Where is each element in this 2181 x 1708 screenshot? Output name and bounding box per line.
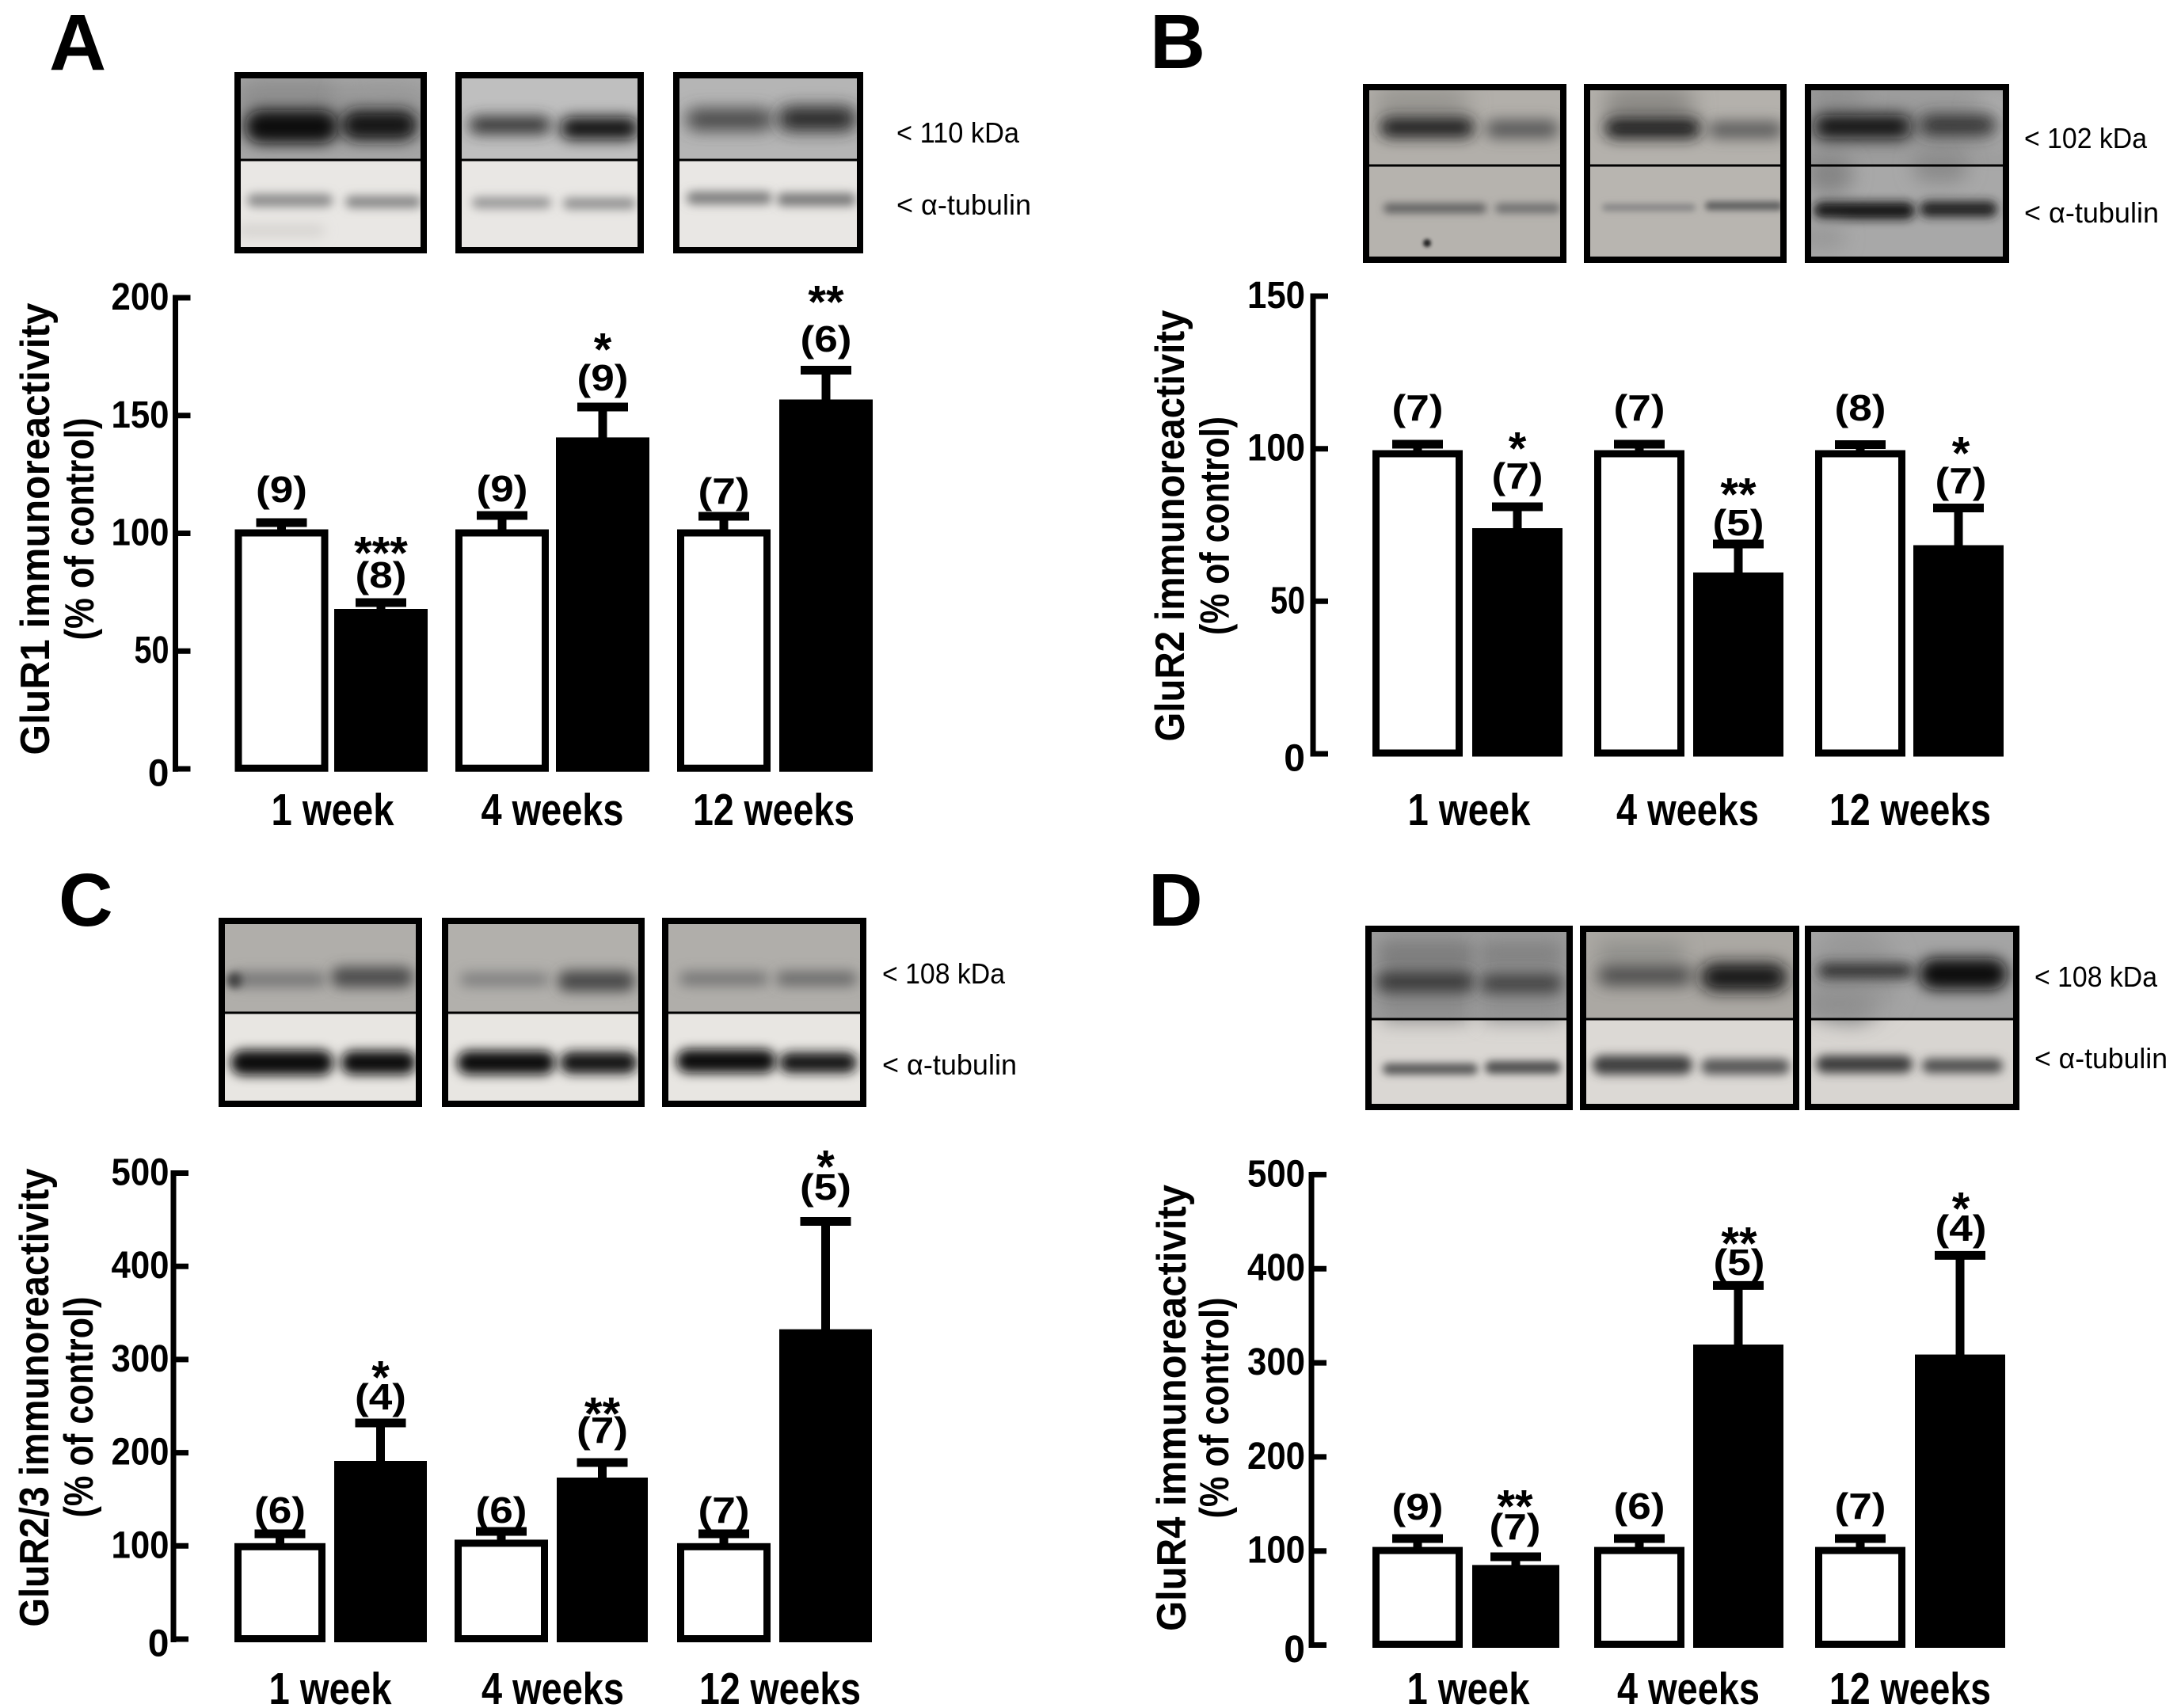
svg-text:(4): (4) — [355, 1376, 406, 1417]
svg-text:500: 500 — [112, 1152, 169, 1194]
svg-text:*: * — [371, 1352, 390, 1404]
svg-text:4 weeks: 4 weeks — [1617, 1664, 1760, 1708]
svg-text:200: 200 — [1247, 1436, 1305, 1478]
svg-text:1 week: 1 week — [1407, 1664, 1530, 1708]
svg-text:< 110 kDa: < 110 kDa — [896, 116, 1020, 149]
svg-text:4 weeks: 4 weeks — [481, 785, 624, 835]
svg-text:100: 100 — [1247, 1530, 1305, 1572]
svg-text:< 108 kDa: < 108 kDa — [882, 957, 1006, 990]
svg-text:(% of control): (% of control) — [56, 1297, 102, 1518]
svg-text:50: 50 — [135, 630, 169, 671]
svg-text:300: 300 — [112, 1338, 169, 1380]
svg-text:100: 100 — [112, 512, 169, 554]
svg-text:1 week: 1 week — [269, 1664, 392, 1708]
svg-text:(6): (6) — [801, 318, 852, 359]
svg-text:150: 150 — [112, 394, 169, 436]
svg-text:(5): (5) — [1714, 1242, 1765, 1283]
svg-text:50: 50 — [1270, 580, 1305, 622]
svg-text:(6): (6) — [476, 1489, 527, 1531]
svg-text:(7): (7) — [698, 1489, 750, 1531]
svg-text:**: ** — [808, 277, 844, 329]
svg-text:4 weeks: 4 weeks — [481, 1664, 624, 1708]
svg-text:(7): (7) — [577, 1409, 628, 1451]
svg-text:0: 0 — [1284, 738, 1305, 780]
svg-text:4 weeks: 4 weeks — [1616, 785, 1759, 835]
svg-text:A: A — [49, 0, 106, 87]
svg-text:(9): (9) — [256, 469, 307, 510]
svg-text:*: * — [1952, 1184, 1970, 1235]
svg-text:(7): (7) — [1490, 1506, 1541, 1547]
svg-text:12 weeks: 12 weeks — [1829, 785, 1991, 835]
svg-text:12 weeks: 12 weeks — [699, 1664, 861, 1708]
svg-text:GluR1 immunoreactivity: GluR1 immunoreactivity — [13, 302, 59, 755]
svg-text:(7): (7) — [1935, 460, 1987, 501]
svg-text:< 108 kDa: < 108 kDa — [2034, 961, 2158, 993]
svg-text:100: 100 — [1247, 428, 1305, 470]
svg-text:300: 300 — [1247, 1341, 1305, 1383]
svg-text:(5): (5) — [1713, 502, 1764, 543]
svg-text:(% of control): (% of control) — [1192, 1298, 1238, 1519]
svg-text:(6): (6) — [254, 1489, 306, 1531]
svg-text:(9): (9) — [1392, 1486, 1444, 1527]
svg-text:< α-tubulin: < α-tubulin — [882, 1048, 1017, 1081]
svg-text:B: B — [1150, 0, 1205, 85]
svg-text:(7): (7) — [1614, 387, 1665, 428]
svg-text:1 week: 1 week — [272, 785, 394, 835]
svg-text:150: 150 — [1247, 275, 1305, 317]
svg-text:D: D — [1148, 858, 1203, 942]
svg-text:(7): (7) — [1835, 1485, 1886, 1527]
svg-text:(8): (8) — [1835, 387, 1886, 428]
svg-text:**: ** — [1720, 470, 1757, 521]
svg-text:100: 100 — [112, 1524, 169, 1566]
svg-text:*: * — [1509, 424, 1527, 475]
svg-text:(9): (9) — [477, 468, 528, 509]
svg-text:12 weeks: 12 weeks — [1829, 1664, 1991, 1708]
svg-text:0: 0 — [148, 1623, 169, 1665]
svg-text:**: ** — [1721, 1219, 1757, 1270]
svg-text:< 102 kDa: < 102 kDa — [2024, 122, 2148, 154]
svg-text:***: *** — [354, 528, 408, 580]
svg-text:(8): (8) — [356, 554, 407, 595]
svg-text:*: * — [1952, 428, 1970, 480]
svg-text:(7): (7) — [698, 470, 750, 512]
svg-text:(% of control): (% of control) — [1193, 417, 1239, 635]
svg-text:1 week: 1 week — [1408, 785, 1531, 835]
svg-text:(% of control): (% of control) — [57, 418, 103, 641]
svg-text:0: 0 — [148, 753, 169, 795]
svg-text:GluR2 immunoreactivity: GluR2 immunoreactivity — [1148, 310, 1193, 741]
svg-text:(7): (7) — [1392, 387, 1444, 428]
svg-text:(4): (4) — [1935, 1208, 1987, 1249]
svg-text:0: 0 — [1284, 1629, 1305, 1671]
svg-text:400: 400 — [112, 1245, 169, 1287]
svg-text:GluR4 immunoreactivity: GluR4 immunoreactivity — [1149, 1185, 1195, 1631]
svg-text:(5): (5) — [800, 1166, 851, 1208]
svg-text:(9): (9) — [577, 357, 629, 398]
svg-text:C: C — [59, 858, 113, 942]
svg-text:< α-tubulin: < α-tubulin — [2024, 196, 2159, 229]
svg-text:GluR2/3 immunoreactivity: GluR2/3 immunoreactivity — [12, 1168, 58, 1626]
svg-text:< α-tubulin: < α-tubulin — [896, 188, 1031, 221]
svg-text:< α-tubulin: < α-tubulin — [2034, 1042, 2168, 1075]
svg-text:*: * — [594, 325, 612, 376]
svg-text:(7): (7) — [1492, 455, 1543, 496]
svg-text:500: 500 — [1247, 1153, 1305, 1195]
svg-text:**: ** — [1497, 1482, 1533, 1533]
svg-text:(6): (6) — [1614, 1485, 1665, 1527]
svg-text:*: * — [816, 1142, 835, 1193]
svg-text:200: 200 — [112, 1432, 169, 1474]
svg-text:400: 400 — [1247, 1247, 1305, 1289]
svg-text:200: 200 — [112, 276, 169, 318]
svg-text:12 weeks: 12 weeks — [693, 785, 855, 835]
svg-text:**: ** — [584, 1389, 621, 1440]
